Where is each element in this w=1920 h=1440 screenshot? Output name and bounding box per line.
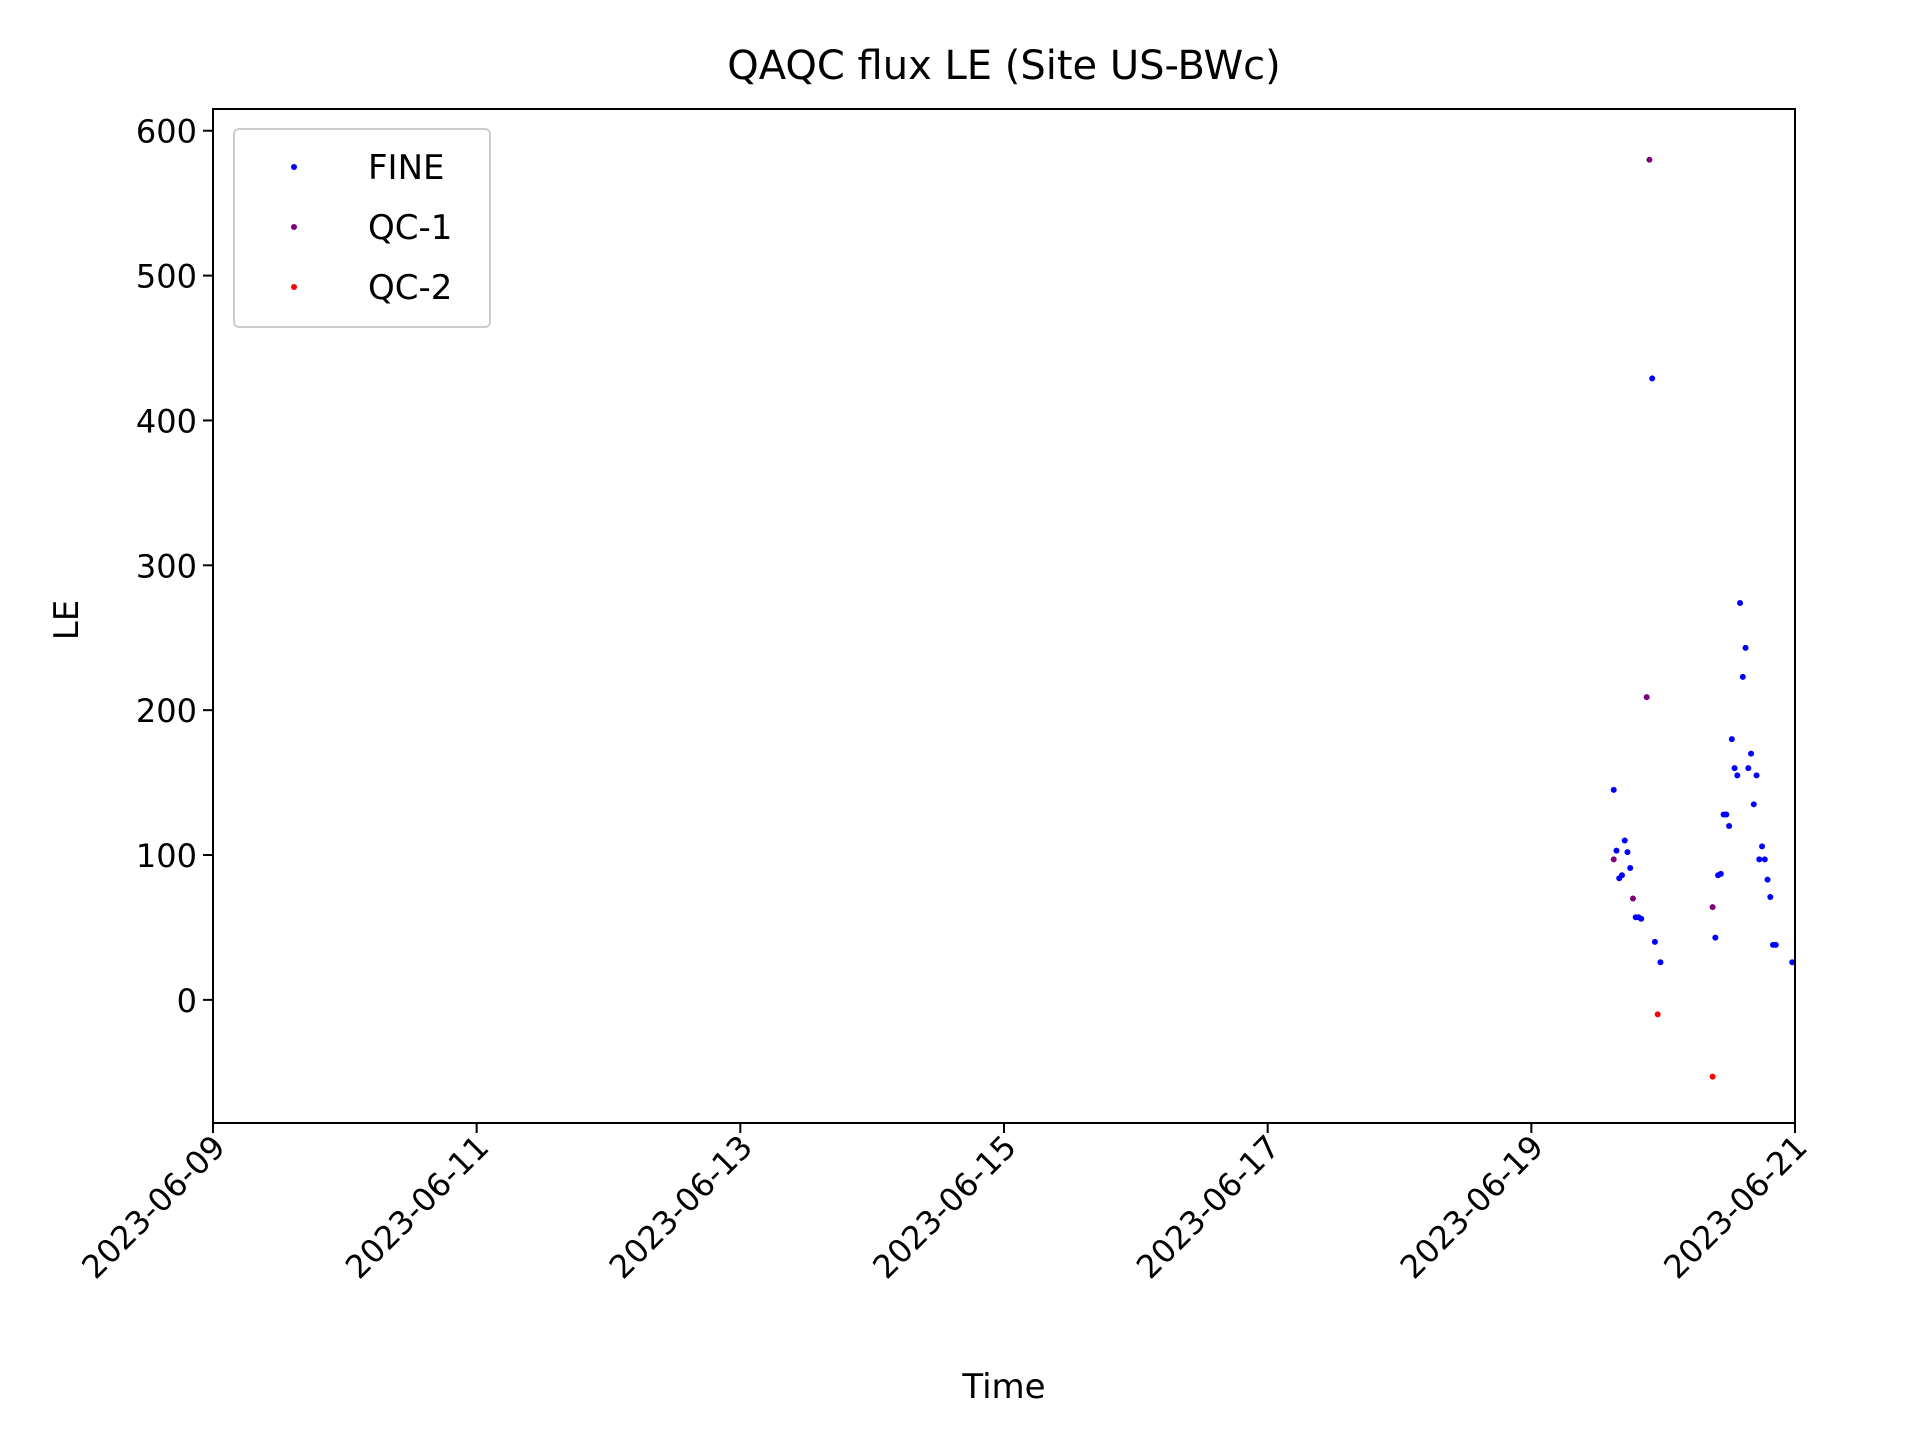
- chart-title: QAQC flux LE (Site US-BWc): [727, 43, 1280, 89]
- data-point: [1657, 959, 1664, 966]
- data-point: [1624, 849, 1631, 856]
- data-point: [1610, 856, 1617, 863]
- legend-marker: [291, 224, 297, 230]
- y-tick-label: 200: [136, 692, 197, 730]
- data-point: [1728, 736, 1735, 743]
- x-axis-label: Time: [961, 1367, 1045, 1407]
- series-fine: [1610, 375, 1796, 966]
- data-point: [1613, 847, 1620, 854]
- data-point: [1761, 856, 1768, 863]
- y-tick-label: 500: [136, 258, 197, 296]
- legend-box: [233, 128, 491, 328]
- data-point: [1709, 1073, 1716, 1080]
- data-point: [1756, 856, 1763, 863]
- y-axis-label: LE: [47, 600, 87, 640]
- data-point: [1726, 823, 1733, 830]
- data-point: [1712, 934, 1719, 941]
- data-point: [1745, 765, 1752, 772]
- y-tick-label: 400: [136, 402, 197, 440]
- data-point: [1767, 894, 1774, 901]
- y-tick-label: 100: [136, 837, 197, 875]
- data-point: [1654, 1011, 1661, 1018]
- data-point: [1629, 895, 1636, 902]
- data-point: [1638, 915, 1645, 922]
- data-point: [1759, 843, 1766, 850]
- legend-label: QC-2: [368, 268, 452, 308]
- data-point: [1731, 765, 1738, 772]
- data-point: [1610, 786, 1617, 793]
- y-tick-label: 600: [136, 113, 197, 151]
- data-point: [1750, 801, 1757, 808]
- data-point: [1627, 865, 1634, 872]
- data-point: [1621, 837, 1628, 844]
- data-point: [1723, 811, 1730, 818]
- data-point: [1753, 772, 1760, 779]
- series-qc-2: [1654, 1011, 1716, 1080]
- data-point: [1709, 904, 1716, 911]
- data-point: [1651, 938, 1658, 945]
- data-point: [1618, 872, 1625, 879]
- data-point: [1717, 870, 1724, 877]
- y-tick-label: 0: [177, 982, 197, 1020]
- data-points: [1610, 156, 1796, 1080]
- legend-label: FINE: [368, 148, 445, 188]
- data-point: [1739, 673, 1746, 680]
- plot-frame: [212, 108, 1796, 1124]
- series-qc-1: [1610, 156, 1716, 911]
- data-point: [1646, 156, 1653, 163]
- y-tick-label: 300: [136, 547, 197, 585]
- data-point: [1764, 876, 1771, 883]
- data-point: [1772, 941, 1779, 948]
- legend-marker: [291, 284, 297, 290]
- legend: FINE QC-1 QC-2: [233, 128, 491, 328]
- legend-marker: [291, 164, 297, 170]
- data-point: [1734, 772, 1741, 779]
- data-point: [1742, 644, 1749, 651]
- data-point: [1748, 750, 1755, 757]
- data-point: [1649, 375, 1656, 382]
- data-point: [1737, 599, 1744, 606]
- legend-label: QC-1: [368, 208, 452, 248]
- data-point: [1789, 959, 1796, 966]
- data-point: [1643, 694, 1650, 701]
